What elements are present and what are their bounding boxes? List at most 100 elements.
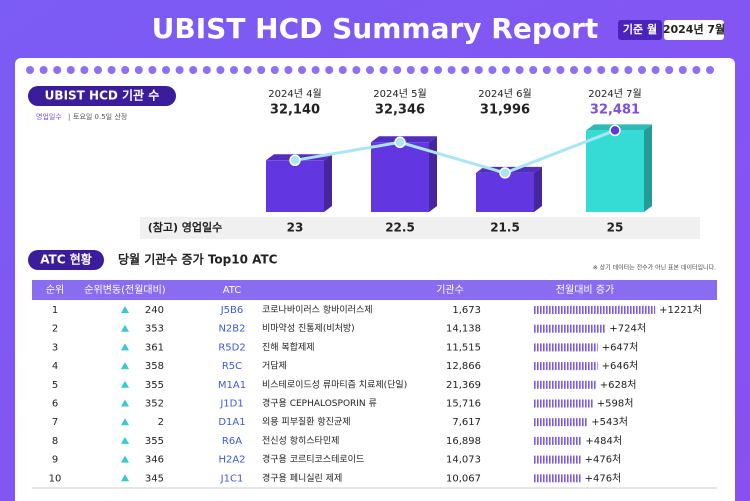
page-title: UBIST HCD Summary Report bbox=[152, 12, 599, 45]
dot bbox=[298, 66, 306, 74]
dot bbox=[366, 66, 374, 74]
value-label: 32,140 bbox=[270, 103, 320, 118]
increase-label: +598처 bbox=[597, 398, 634, 410]
dot bbox=[678, 66, 687, 74]
dot bbox=[26, 66, 34, 74]
rank-change: 355 bbox=[145, 380, 164, 391]
rank: 2 bbox=[52, 324, 58, 335]
dot bbox=[202, 66, 211, 74]
rank-change: 2 bbox=[158, 417, 164, 428]
increase-label: +647처 bbox=[602, 341, 639, 353]
atc-name: 거담제 bbox=[262, 360, 287, 372]
increase-bar bbox=[533, 399, 593, 408]
atc-name: 비마약성 진통제(비처방) bbox=[262, 322, 355, 334]
dot bbox=[447, 66, 456, 74]
count: 11,515 bbox=[446, 342, 481, 353]
dot bbox=[393, 66, 402, 74]
up-arrow bbox=[121, 362, 129, 370]
dot bbox=[597, 66, 606, 74]
dot bbox=[230, 66, 238, 74]
column-header: 기관수 bbox=[436, 284, 464, 296]
up-arrow bbox=[121, 418, 129, 426]
increase-label: +724처 bbox=[609, 323, 646, 335]
bar-side bbox=[429, 136, 437, 212]
note-separator: | bbox=[68, 113, 70, 121]
bar-side bbox=[534, 166, 542, 212]
dot bbox=[325, 66, 334, 74]
column-header: 전월대비 증가 bbox=[556, 284, 614, 296]
increase-label: +543처 bbox=[591, 416, 628, 428]
rank-change: 352 bbox=[145, 399, 164, 410]
atc-name: 경구용 CEPHALOSPORIN 류 bbox=[262, 397, 377, 409]
trend-point bbox=[609, 124, 621, 137]
trend-point bbox=[289, 154, 301, 167]
atc-name: 경구용 페니실린 제제 bbox=[262, 472, 342, 484]
up-arrow bbox=[121, 474, 129, 482]
rank: 8 bbox=[52, 436, 58, 447]
dot bbox=[121, 66, 130, 74]
dot bbox=[434, 66, 442, 74]
dot bbox=[39, 66, 48, 74]
dot bbox=[474, 66, 483, 74]
rank-change: 358 bbox=[145, 361, 164, 372]
dot bbox=[80, 66, 89, 74]
atc-name: 경구용 코르티코스테로이드 bbox=[262, 453, 364, 465]
dot bbox=[570, 66, 578, 74]
dot bbox=[148, 66, 157, 74]
increase-label: +1221처 bbox=[659, 304, 702, 316]
dot bbox=[461, 66, 470, 74]
section-pill bbox=[28, 86, 176, 106]
trend-line bbox=[294, 129, 616, 175]
dot bbox=[107, 66, 116, 74]
increase-bar bbox=[533, 306, 656, 314]
atc-code: J5B6 bbox=[220, 305, 244, 316]
rank: 4 bbox=[52, 361, 58, 372]
days-value: 23 bbox=[287, 221, 304, 235]
dot bbox=[583, 66, 592, 74]
value-label: 31,996 bbox=[480, 103, 530, 118]
rank: 5 bbox=[52, 380, 58, 391]
badge-label-bg bbox=[618, 20, 662, 40]
dot bbox=[502, 66, 510, 74]
dot bbox=[638, 66, 646, 74]
increase-label: +628처 bbox=[600, 379, 637, 391]
increase-label: +484처 bbox=[585, 435, 622, 447]
count: 14,138 bbox=[446, 324, 481, 335]
up-arrow bbox=[121, 343, 129, 351]
atc-code: J1C1 bbox=[220, 473, 244, 484]
bar-side bbox=[644, 124, 652, 212]
atc-code: N2B2 bbox=[218, 324, 245, 335]
atc-code: M1A1 bbox=[218, 380, 246, 391]
column-header: 순위 bbox=[46, 283, 64, 296]
value-label: 32,481 bbox=[590, 103, 640, 118]
dot bbox=[270, 66, 279, 74]
days-label: (참고) 영업일수 bbox=[148, 220, 223, 234]
dot bbox=[406, 66, 415, 74]
dot bbox=[284, 66, 293, 74]
trend-point bbox=[394, 136, 406, 149]
bar-side bbox=[324, 154, 332, 212]
card bbox=[15, 58, 735, 501]
table-note: ※ 상기 데이터는 전수가 아닌 표본 데이터입니다. bbox=[593, 264, 716, 272]
dot bbox=[692, 66, 701, 74]
atc-name: 외용 피부질환 항진균제 bbox=[262, 416, 351, 428]
count: 7,617 bbox=[452, 417, 481, 428]
dot bbox=[175, 66, 184, 74]
dot bbox=[311, 66, 320, 74]
increase-bar bbox=[533, 343, 598, 352]
count: 14,073 bbox=[446, 455, 481, 466]
dot bbox=[624, 66, 633, 74]
dot bbox=[515, 66, 524, 74]
category-label: 2024년 5월 bbox=[373, 88, 426, 100]
dots bbox=[26, 66, 714, 74]
category-label: 2024년 7월 bbox=[588, 88, 641, 100]
up-arrow bbox=[121, 399, 129, 407]
atc-name: 비스테로이드성 류마티즘 치료제(단일) bbox=[262, 378, 407, 390]
trend-point bbox=[499, 167, 511, 179]
increase-label: +646처 bbox=[602, 360, 639, 372]
rank-change: 345 bbox=[145, 473, 164, 484]
dot bbox=[216, 66, 225, 74]
up-arrow bbox=[121, 380, 129, 388]
dot bbox=[706, 66, 714, 74]
count: 21,369 bbox=[446, 380, 481, 391]
